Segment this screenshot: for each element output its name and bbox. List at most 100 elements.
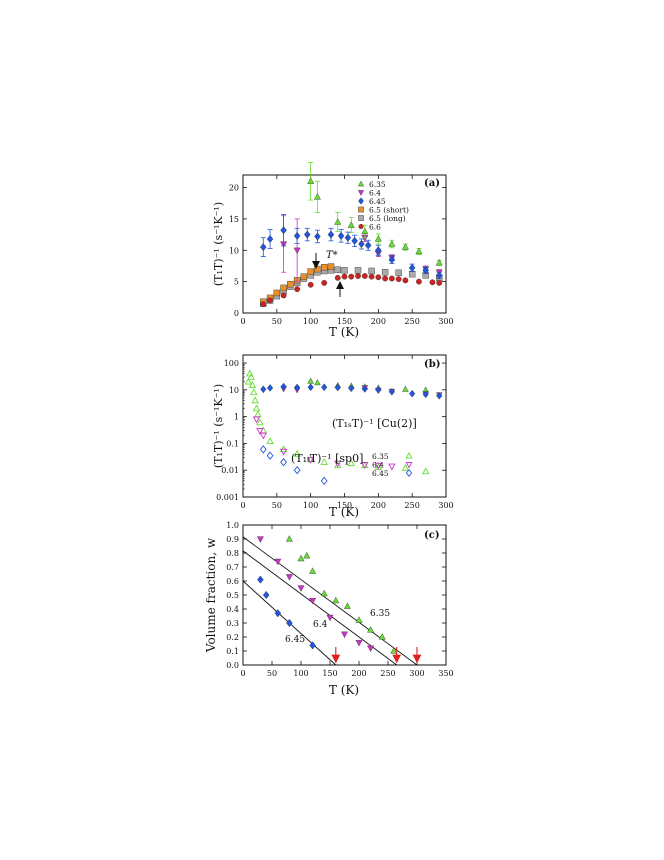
panel-c-fit-lines: [242, 536, 418, 666]
data-point: [266, 437, 274, 444]
data-point: [374, 462, 383, 470]
data-point: [361, 385, 368, 393]
data-point: [422, 467, 430, 475]
data-point: [327, 263, 335, 270]
panel-c-marks: [256, 535, 398, 654]
legend-label: 6.5 (long): [369, 214, 406, 223]
data-point: [334, 460, 342, 468]
legend-marker: [358, 206, 364, 213]
data-point: [280, 382, 287, 391]
panel-c-line-label-64: 6.4: [313, 620, 328, 630]
data-point: [309, 598, 317, 605]
panel-b-marks: [244, 369, 443, 486]
panel-c-ytick-label: 0.6: [226, 577, 239, 586]
fit-line: [242, 536, 418, 666]
data-point: [247, 372, 255, 380]
data-point: [285, 574, 293, 581]
data-point: [280, 226, 287, 235]
data-point: [435, 258, 443, 266]
panel-b-annotation-sp0: (T₁ₜT)⁻¹ [sp0]: [291, 452, 363, 465]
panel-a-xlabel: T (K): [329, 325, 359, 339]
data-point: [307, 268, 314, 275]
panel-a-ytick-label: 20: [229, 184, 239, 193]
data-point: [293, 465, 301, 475]
legend-label: 6.6: [369, 223, 381, 232]
data-point: [314, 232, 321, 241]
panel-c-xlabel: T (K): [329, 683, 359, 697]
data-point: [250, 388, 258, 396]
data-point: [280, 457, 287, 467]
panel-a-ytick-label: 10: [229, 246, 239, 255]
data-point: [355, 273, 361, 279]
panel-a-xtick-label: 300: [438, 317, 453, 326]
fit-line: [242, 550, 397, 666]
data-point: [304, 230, 311, 239]
data-point: [435, 271, 443, 280]
data-point: [395, 269, 402, 277]
panel-b-ytick-label: 100: [224, 359, 239, 368]
data-point: [354, 267, 362, 274]
data-point: [368, 273, 375, 280]
data-point: [256, 418, 264, 426]
panel-a-marks: [260, 162, 443, 308]
legend-marker: [405, 469, 413, 477]
data-point: [259, 432, 267, 440]
data-point: [351, 236, 358, 245]
data-point: [260, 301, 267, 308]
data-point: [307, 377, 314, 384]
data-point: [344, 233, 352, 242]
data-point: [361, 273, 368, 279]
data-point: [297, 585, 305, 592]
data-point: [321, 279, 328, 286]
panel-a-ytick-label: 5: [234, 278, 239, 287]
data-point: [274, 609, 282, 618]
panel-b-xtick-label: 250: [405, 501, 420, 510]
data-point: [401, 463, 410, 471]
panel-c-ytick-label: 1.0: [226, 521, 239, 530]
data-point: [347, 459, 355, 467]
panel-b-ytick-label: 0.001: [216, 493, 239, 502]
legend-label: 6.4: [369, 189, 381, 198]
data-point: [364, 241, 372, 250]
data-point: [303, 551, 311, 559]
data-point: [388, 255, 396, 264]
panel-b-xtick-label: 0: [240, 501, 245, 510]
panel-a-tstar: T*: [326, 250, 338, 261]
data-point: [355, 616, 363, 623]
data-point: [388, 275, 395, 282]
panel-c-label: (c): [424, 530, 440, 541]
data-point: [402, 277, 409, 284]
panel-b-legend: 6.356.46.45: [372, 452, 413, 478]
data-point: [309, 641, 316, 650]
data-point: [267, 384, 274, 392]
panel-c-ytick-label: 0.4: [226, 605, 239, 614]
panel-b-annotation-cu2: (T₁ₛT)⁻¹ [Cu(2)]: [332, 417, 417, 430]
legend-marker: [358, 223, 364, 230]
data-point: [326, 614, 334, 622]
data-point: [375, 386, 382, 394]
legend-marker: [357, 180, 365, 187]
panel-b-xtick-label: 200: [371, 501, 386, 510]
panel-c-xtick-label: 150: [322, 669, 337, 678]
panel-c-xtick-label: 50: [267, 669, 277, 678]
panel-a-label: (a): [424, 178, 440, 189]
panel-a-axes: 0 50 100 150 200 250 300 0 5 10 15 20: [229, 175, 454, 326]
data-point: [415, 247, 423, 255]
panel-c-axes: 0 50 100 150 200 250 300 350 0.0 0.1 0.2 0.3 0.4 0.5 0…: [226, 521, 453, 678]
panel-c-ytick-label: 0.0: [226, 661, 239, 670]
panel-b-ytick-label: 10: [229, 386, 239, 395]
data-point: [294, 286, 301, 293]
data-point: [341, 631, 348, 639]
data-point: [347, 221, 355, 228]
panel-c-ylabel: Volume fraction, w: [204, 537, 218, 653]
data-point: [334, 266, 341, 273]
data-point: [267, 297, 273, 304]
panel-c-arrows: [331, 647, 422, 664]
data-point: [401, 243, 409, 250]
data-point: [252, 416, 261, 424]
panel-a-ytick-label: 15: [229, 215, 239, 224]
data-point: [309, 567, 317, 574]
legend-label: 6.35: [369, 180, 386, 189]
data-point: [321, 264, 328, 271]
data-point: [256, 536, 264, 543]
